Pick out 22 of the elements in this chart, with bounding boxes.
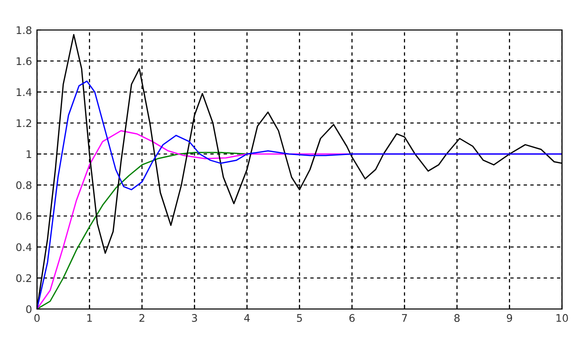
y-tick-label: 1.4	[16, 88, 32, 96]
x-tick-label: 10	[556, 314, 568, 322]
x-tick-label: 0	[34, 314, 40, 322]
x-tick-label: 6	[349, 314, 355, 322]
x-tick-label: 9	[506, 314, 512, 322]
x-tick-label: 7	[402, 314, 407, 322]
x-tick-label: 8	[454, 314, 460, 322]
x-tick-label: 4	[244, 314, 250, 322]
x-tick-label: 1	[87, 314, 92, 322]
line-series	[37, 152, 248, 309]
y-tick-label: 0.6	[16, 212, 32, 220]
y-tick-label: 1	[26, 150, 32, 158]
y-tick-label: 1.2	[16, 119, 32, 127]
x-tick-label: 3	[192, 314, 197, 322]
x-tick-label: 2	[139, 314, 144, 322]
y-tick-label: 1.6	[16, 57, 32, 66]
y-tick-label: 0.8	[16, 181, 32, 190]
y-tick-label: 0	[26, 305, 32, 314]
y-tick-label: 1.8	[16, 26, 32, 34]
y-tick-label: 0.4	[16, 243, 32, 252]
x-tick-label: 5	[296, 314, 302, 322]
y-tick-label: 0.2	[16, 274, 32, 282]
